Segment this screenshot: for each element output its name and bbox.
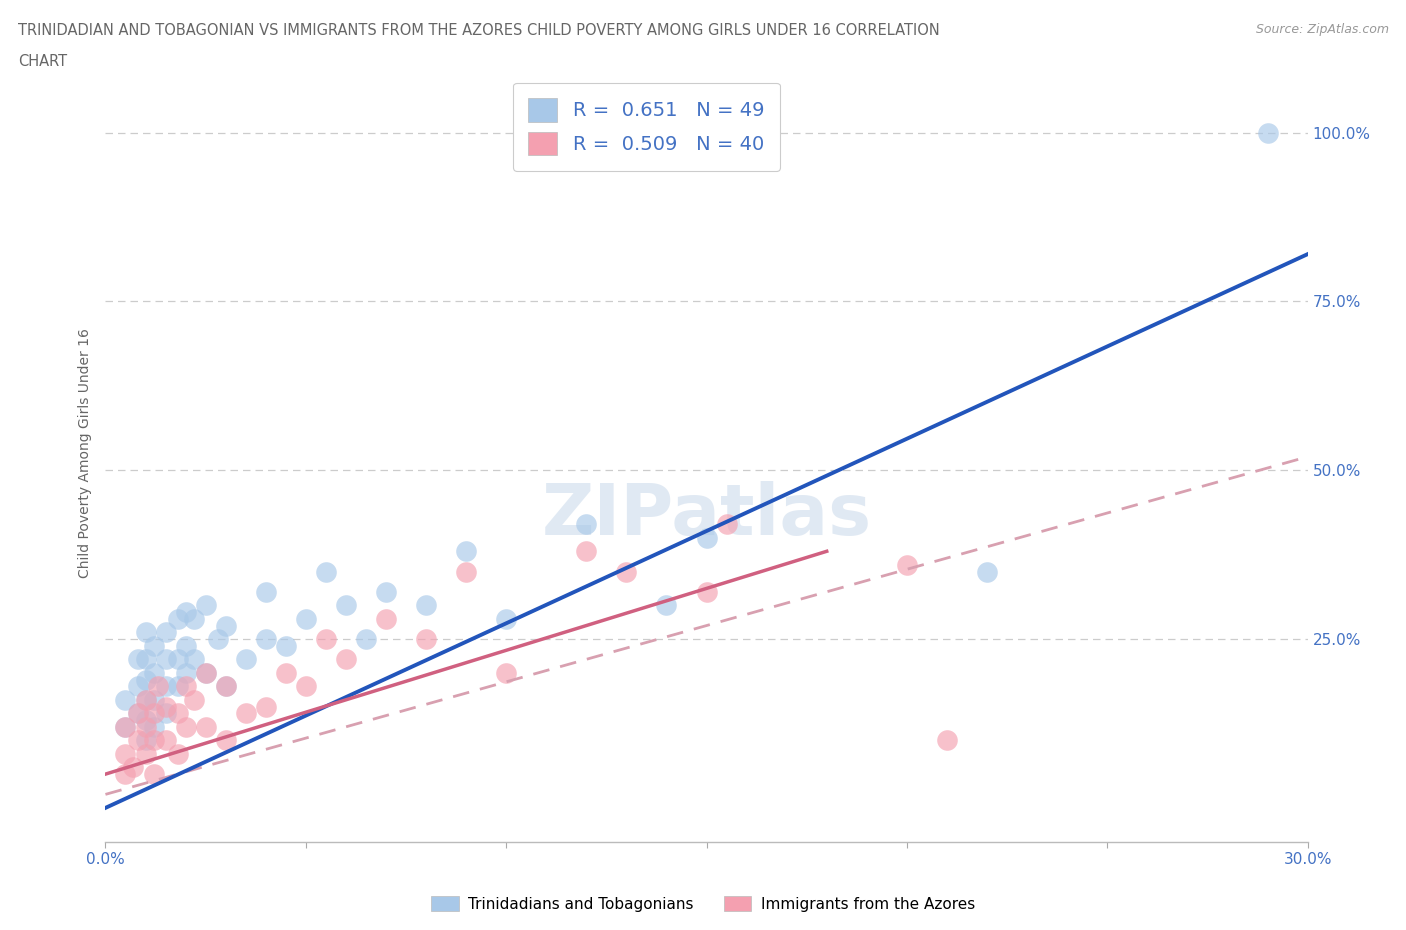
Point — [214, 679, 236, 694]
Point — [295, 611, 318, 626]
Point — [335, 598, 357, 613]
Point — [142, 693, 165, 708]
Point — [274, 638, 297, 653]
Point — [335, 652, 357, 667]
Point — [896, 557, 918, 572]
Text: CHART: CHART — [18, 54, 67, 69]
Point — [274, 665, 297, 680]
Point — [194, 665, 217, 680]
Point — [135, 693, 157, 708]
Point — [575, 517, 598, 532]
Point — [114, 720, 136, 735]
Point — [155, 625, 177, 640]
Point — [1257, 126, 1279, 140]
Point — [374, 611, 398, 626]
Point — [114, 766, 136, 781]
Point — [183, 611, 205, 626]
Point — [495, 611, 517, 626]
Text: ZIPatlas: ZIPatlas — [541, 481, 872, 550]
Y-axis label: Child Poverty Among Girls Under 16: Child Poverty Among Girls Under 16 — [77, 328, 91, 578]
Point — [174, 665, 197, 680]
Point — [166, 706, 188, 721]
Point — [174, 679, 197, 694]
Legend: R =  0.651   N = 49, R =  0.509   N = 40: R = 0.651 N = 49, R = 0.509 N = 40 — [513, 83, 780, 171]
Point — [194, 598, 217, 613]
Point — [127, 679, 149, 694]
Point — [235, 652, 257, 667]
Point — [142, 766, 165, 781]
Point — [655, 598, 678, 613]
Point — [183, 652, 205, 667]
Point — [142, 706, 165, 721]
Point — [254, 699, 277, 714]
Point — [616, 565, 638, 579]
Point — [135, 693, 157, 708]
Point — [114, 693, 136, 708]
Point — [254, 631, 277, 646]
Text: TRINIDADIAN AND TOBAGONIAN VS IMMIGRANTS FROM THE AZORES CHILD POVERTY AMONG GIR: TRINIDADIAN AND TOBAGONIAN VS IMMIGRANTS… — [18, 23, 941, 38]
Point — [127, 733, 149, 748]
Point — [183, 693, 205, 708]
Point — [127, 706, 149, 721]
Point — [114, 747, 136, 762]
Point — [135, 747, 157, 762]
Point — [166, 652, 188, 667]
Point — [135, 652, 157, 667]
Point — [146, 679, 169, 694]
Point — [415, 631, 437, 646]
Point — [166, 679, 188, 694]
Point — [415, 598, 437, 613]
Point — [166, 611, 188, 626]
Point — [235, 706, 257, 721]
Point — [716, 517, 738, 532]
Point — [696, 584, 718, 599]
Point — [214, 733, 236, 748]
Point — [155, 699, 177, 714]
Point — [354, 631, 377, 646]
Point — [936, 733, 959, 748]
Point — [135, 712, 157, 727]
Point — [142, 638, 165, 653]
Point — [315, 565, 337, 579]
Point — [194, 720, 217, 735]
Point — [155, 706, 177, 721]
Point — [174, 604, 197, 619]
Text: Source: ZipAtlas.com: Source: ZipAtlas.com — [1256, 23, 1389, 36]
Point — [315, 631, 337, 646]
Point — [495, 665, 517, 680]
Point — [454, 544, 477, 559]
Point — [127, 652, 149, 667]
Point — [254, 584, 277, 599]
Point — [135, 733, 157, 748]
Point — [194, 665, 217, 680]
Point — [155, 679, 177, 694]
Legend: Trinidadians and Tobagonians, Immigrants from the Azores: Trinidadians and Tobagonians, Immigrants… — [425, 889, 981, 918]
Point — [155, 652, 177, 667]
Point — [174, 720, 197, 735]
Point — [575, 544, 598, 559]
Point — [135, 672, 157, 687]
Point — [374, 584, 398, 599]
Point — [122, 760, 145, 775]
Point — [207, 631, 229, 646]
Point — [166, 747, 188, 762]
Point — [214, 618, 236, 633]
Point — [454, 565, 477, 579]
Point — [295, 679, 318, 694]
Point — [174, 638, 197, 653]
Point — [142, 720, 165, 735]
Point — [127, 706, 149, 721]
Point — [135, 720, 157, 735]
Point — [696, 530, 718, 545]
Point — [214, 679, 236, 694]
Point — [155, 733, 177, 748]
Point — [142, 733, 165, 748]
Point — [976, 565, 998, 579]
Point — [142, 665, 165, 680]
Point — [114, 720, 136, 735]
Point — [135, 625, 157, 640]
